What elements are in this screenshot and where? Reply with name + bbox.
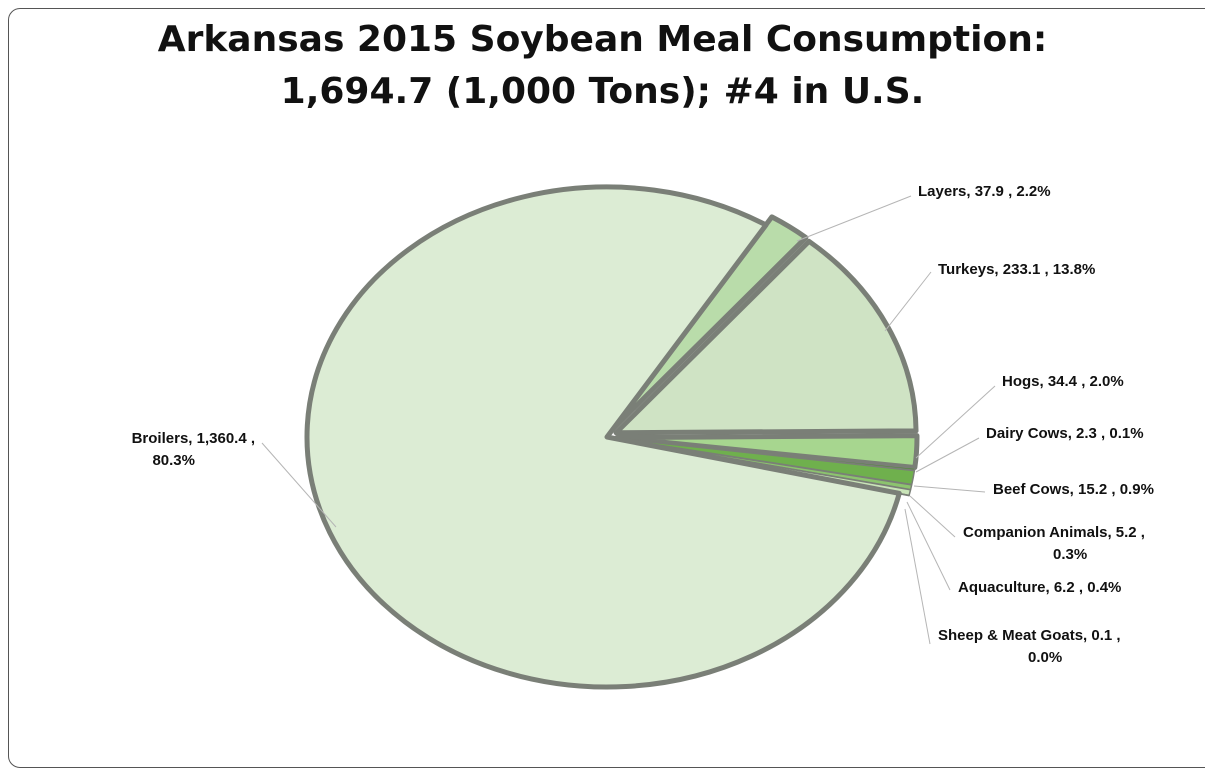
leader-line	[884, 271, 932, 332]
data-label: Aquaculture, 6.2 , 0.4%	[958, 579, 1121, 596]
title-line-2: 1,694.7 (1,000 Tons); #4 in U.S.	[280, 71, 925, 112]
leader-line	[904, 508, 931, 645]
pie-chart: Layers, 37.9 , 2.2% Turkeys, 233.1 , 13.8…	[132, 183, 1154, 690]
pie-slice-turkeys	[613, 238, 919, 436]
data-label: Sheep & Meat Goats, 0.1 , 0.0%	[938, 627, 1121, 666]
leader-line	[915, 385, 996, 459]
leader-line	[913, 485, 986, 493]
data-label: Companion Animals, 5.2 , 0.3%	[963, 524, 1145, 563]
data-label: Beef Cows, 15.2 , 0.9%	[993, 481, 1154, 498]
leader-line	[796, 195, 912, 242]
data-label: Dairy Cows, 2.3 , 0.1%	[986, 425, 1144, 442]
data-label: Layers, 37.9 , 2.2%	[918, 183, 1051, 200]
title-line-1: Arkansas 2015 Soybean Meal Consumption:	[157, 19, 1048, 60]
chart-title: Arkansas 2015 Soybean Meal Consumption: …	[0, 14, 1205, 118]
leader-line	[261, 442, 337, 528]
leader-line	[909, 495, 956, 538]
pie-slice-broilers	[304, 184, 902, 690]
leader-line	[915, 437, 980, 473]
leader-lines	[261, 195, 996, 645]
data-label: Hogs, 34.4 , 2.0%	[1002, 373, 1124, 390]
data-labels: Layers, 37.9 , 2.2% Turkeys, 233.1 , 13.8…	[132, 183, 1154, 666]
leader-line	[906, 501, 951, 591]
pie-slices	[304, 184, 920, 690]
data-label: Turkeys, 233.1 , 13.8%	[938, 261, 1095, 278]
data-label: Broilers, 1,360.4 , 80.3%	[132, 430, 255, 469]
